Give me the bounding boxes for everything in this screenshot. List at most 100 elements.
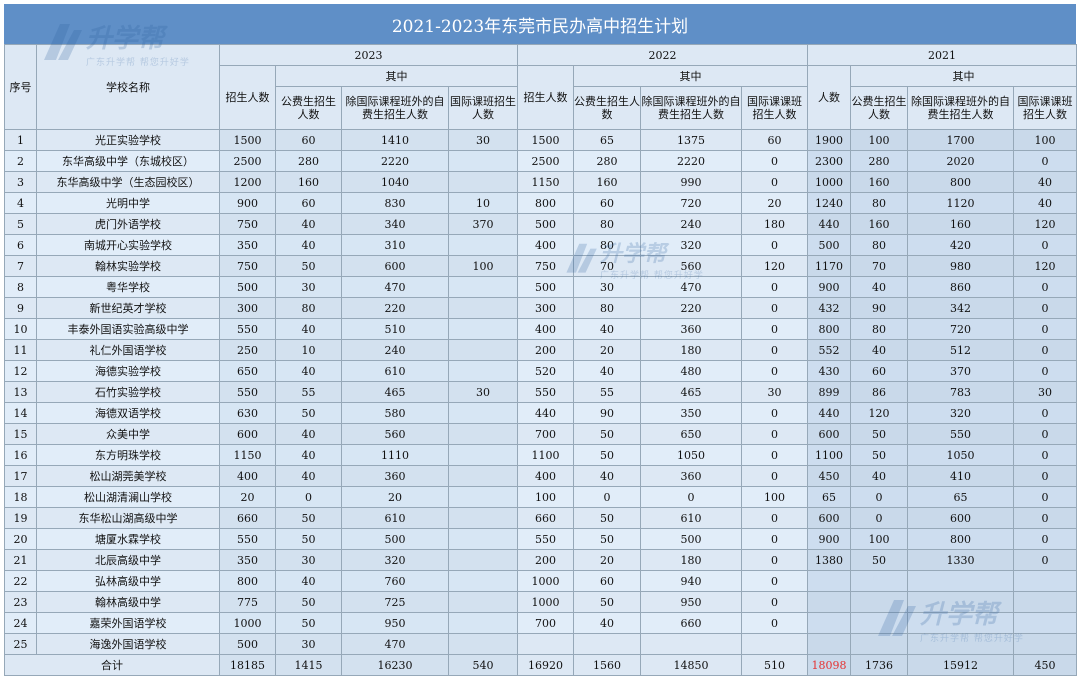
cell-2021: 1170 <box>807 255 851 277</box>
cell-2021: 0 <box>1013 465 1077 487</box>
cell-2023: 320 <box>341 549 449 571</box>
cell-2021: 600 <box>807 423 851 445</box>
row-number: 12 <box>4 360 37 382</box>
cell-2023: 1200 <box>219 171 276 193</box>
school-name: 北辰高级中学 <box>36 549 220 571</box>
header-total-2023: 招生人数 <box>219 65 276 130</box>
cell-2022: 1050 <box>640 444 742 466</box>
cell-2021: 800 <box>807 318 851 340</box>
total-cell: 540 <box>448 654 518 676</box>
cell-2021: 280 <box>850 150 908 172</box>
cell-2021: 0 <box>850 486 908 508</box>
cell-2021: 40 <box>1013 192 1077 214</box>
cell-2023 <box>448 318 518 340</box>
row-number: 10 <box>4 318 37 340</box>
cell-2021: 720 <box>907 318 1014 340</box>
cell-2023: 750 <box>219 255 276 277</box>
cell-2021: 783 <box>907 381 1014 403</box>
cell-2023: 40 <box>275 318 342 340</box>
cell-2021: 1100 <box>807 444 851 466</box>
cell-2023: 950 <box>341 612 449 634</box>
cell-2021: 552 <box>807 339 851 361</box>
cell-2022: 200 <box>517 339 574 361</box>
school-name: 光明中学 <box>36 192 220 214</box>
cell-2021: 100 <box>850 528 908 550</box>
cell-2022: 0 <box>741 318 808 340</box>
cell-2023: 1040 <box>341 171 449 193</box>
cell-2021 <box>907 591 1014 613</box>
cell-2022: 1500 <box>517 129 574 151</box>
cell-2021: 50 <box>850 444 908 466</box>
row-number: 9 <box>4 297 37 319</box>
cell-2022: 40 <box>573 360 641 382</box>
cell-2023: 470 <box>341 633 449 655</box>
cell-2023: 800 <box>219 570 276 592</box>
cell-2023: 100 <box>448 255 518 277</box>
total-cell: 450 <box>1013 654 1077 676</box>
cell-2021: 0 <box>1013 402 1077 424</box>
cell-2022: 180 <box>640 549 742 571</box>
cell-2022: 160 <box>573 171 641 193</box>
school-name: 光正实验学校 <box>36 129 220 151</box>
cell-2021: 512 <box>907 339 1014 361</box>
cell-2022: 465 <box>640 381 742 403</box>
cell-2022 <box>573 633 641 655</box>
cell-2021: 160 <box>850 213 908 235</box>
cell-2023 <box>448 486 518 508</box>
header-year-2023: 2023 <box>219 44 518 66</box>
cell-2021: 1050 <box>907 444 1014 466</box>
cell-2022: 2500 <box>517 150 574 172</box>
cell-2021 <box>907 570 1014 592</box>
header-no: 序号 <box>4 44 37 130</box>
school-name: 海逸外国语学校 <box>36 633 220 655</box>
header-intl-2022: 国际课课班招生人数 <box>741 86 808 130</box>
cell-2023 <box>448 591 518 613</box>
cell-2022: 500 <box>517 276 574 298</box>
cell-2023: 465 <box>341 381 449 403</box>
cell-2023: 560 <box>341 423 449 445</box>
cell-2022: 220 <box>640 297 742 319</box>
cell-2021: 60 <box>850 360 908 382</box>
cell-2023: 160 <box>275 171 342 193</box>
row-number: 18 <box>4 486 37 508</box>
cell-2023: 30 <box>448 129 518 151</box>
cell-2021: 0 <box>1013 549 1077 571</box>
cell-2023 <box>448 339 518 361</box>
cell-2022: 0 <box>741 360 808 382</box>
table-row: 19 东华松山湖高级中学 660 50 610 660 50 610 0 600 0 600 0 <box>4 507 1077 529</box>
row-number: 24 <box>4 612 37 634</box>
cell-2021: 0 <box>1013 150 1077 172</box>
header-private-2022: 除国际课程班外的自费生招生人数 <box>640 86 742 130</box>
cell-2022: 1375 <box>640 129 742 151</box>
header-private-2023: 除国际课程班外的自费生招生人数 <box>341 86 449 130</box>
total-cell-highlight: 18098 <box>807 654 851 676</box>
cell-2023 <box>448 612 518 634</box>
header-of-which-2021: 其中 <box>850 65 1077 87</box>
row-number: 7 <box>4 255 37 277</box>
cell-2022: 990 <box>640 171 742 193</box>
cell-2023: 40 <box>275 234 342 256</box>
cell-2023 <box>448 276 518 298</box>
cell-2021: 80 <box>850 234 908 256</box>
cell-2023: 2220 <box>341 150 449 172</box>
cell-2022: 50 <box>573 423 641 445</box>
cell-2023: 610 <box>341 507 449 529</box>
header-total-2021: 人数 <box>807 65 851 130</box>
total-cell: 1560 <box>573 654 641 676</box>
cell-2022: 40 <box>573 465 641 487</box>
cell-2023: 10 <box>448 192 518 214</box>
cell-2021: 0 <box>1013 360 1077 382</box>
cell-2023: 80 <box>275 297 342 319</box>
cell-2023: 340 <box>341 213 449 235</box>
school-name: 翰林实验学校 <box>36 255 220 277</box>
header-total-2022: 招生人数 <box>517 65 574 130</box>
cell-2022: 180 <box>640 339 742 361</box>
cell-2023: 50 <box>275 528 342 550</box>
enrollment-table: 序号 学校名称 2023 2022 2021 招生人数 其中 招生人数 其中 人… <box>4 44 1077 676</box>
cell-2022: 60 <box>573 570 641 592</box>
school-name: 南城开心实验学校 <box>36 234 220 256</box>
cell-2022: 1000 <box>517 591 574 613</box>
cell-2022: 950 <box>640 591 742 613</box>
table-row: 5 虎门外语学校 750 40 340 370 500 80 240 180 440 160 160 12… <box>4 213 1077 235</box>
cell-2023 <box>448 570 518 592</box>
